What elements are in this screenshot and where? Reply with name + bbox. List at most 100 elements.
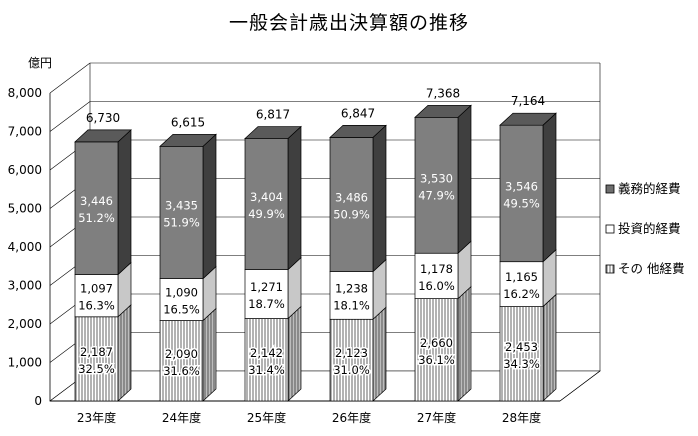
bar-segment	[414, 116, 459, 254]
y-tick-label: 1,000	[8, 356, 42, 370]
gridline-depth	[49, 101, 91, 132]
data-label: 2,142	[250, 346, 283, 360]
y-tick-label: 0	[34, 394, 42, 408]
y-tick-label: 4,000	[8, 240, 42, 254]
y-tick-label: 8,000	[8, 86, 42, 100]
bar-segment	[244, 138, 289, 270]
bar-side	[372, 306, 387, 402]
y-tick-label: 3,000	[8, 279, 42, 293]
data-label: 3,446	[80, 194, 113, 208]
data-label: 2,090	[165, 347, 198, 361]
percent-label: 51.9%	[163, 215, 200, 229]
percent-label: 47.9%	[418, 188, 455, 202]
x-tick-label: 24年度	[162, 410, 201, 425]
bar-side	[117, 129, 132, 276]
total-label: 6,615	[171, 115, 205, 129]
data-label: 2,660	[420, 336, 453, 350]
percent-label: 31.6%	[163, 364, 200, 378]
percent-label: 50.9%	[333, 207, 370, 221]
data-label: 2,187	[80, 345, 113, 359]
bar-segment	[329, 137, 374, 272]
data-label: 1,271	[250, 280, 283, 294]
bar-side	[457, 104, 472, 255]
data-label: 3,435	[165, 198, 198, 212]
percent-label: 49.5%	[503, 196, 540, 210]
total-label: 7,164	[511, 94, 545, 108]
percent-label: 16.0%	[418, 279, 455, 293]
legend-label: その 他経費	[618, 261, 684, 276]
bar-segment	[74, 141, 119, 275]
total-label: 6,817	[256, 108, 290, 122]
bar-side	[287, 305, 302, 402]
bar-segment	[74, 316, 119, 402]
bar-side	[202, 307, 217, 402]
bar-side	[372, 124, 387, 273]
legend-swatch	[605, 184, 615, 194]
percent-label: 32.5%	[78, 362, 115, 376]
bar-segment	[159, 145, 204, 279]
data-label: 3,404	[250, 190, 283, 204]
y-axis-label: 億円	[28, 56, 52, 70]
percent-label: 18.1%	[333, 298, 370, 312]
percent-label: 16.2%	[503, 287, 540, 301]
bar-top	[329, 125, 387, 138]
bar-segment	[159, 320, 204, 402]
x-tick-label: 26年度	[332, 410, 371, 425]
bar-top	[74, 129, 132, 143]
bar-segment	[74, 274, 119, 318]
bar-top	[414, 104, 472, 118]
data-label: 3,546	[505, 179, 538, 193]
legend-swatch	[605, 264, 615, 274]
bar-side	[117, 304, 132, 402]
floor-edge	[559, 370, 601, 402]
x-tick-label: 27年度	[417, 410, 456, 425]
data-label: 1,238	[335, 281, 368, 295]
x-tick-label: 25年度	[247, 410, 286, 425]
x-tick-label: 28年度	[502, 410, 541, 425]
data-label: 1,165	[505, 270, 538, 284]
percent-label: 36.1%	[418, 353, 455, 367]
y-tick-label: 5,000	[8, 202, 42, 216]
bar-segment	[499, 306, 544, 402]
percent-label: 31.4%	[248, 363, 285, 377]
percent-label: 16.3%	[78, 299, 115, 313]
data-label: 3,486	[335, 190, 368, 204]
data-label: 1,097	[80, 282, 113, 296]
bar-segment	[244, 269, 289, 319]
percent-label: 31.0%	[333, 363, 370, 377]
percent-label: 49.9%	[248, 207, 285, 221]
bar-side	[542, 112, 557, 263]
y-tick-label: 2,000	[8, 317, 42, 331]
gridline-depth	[49, 62, 91, 94]
chart-title: 一般会計歳出決算額の推移	[228, 12, 469, 34]
bar-top	[244, 126, 302, 139]
total-label: 6,730	[86, 111, 120, 125]
percent-label: 16.5%	[163, 303, 200, 317]
bar-side	[202, 133, 217, 280]
data-label: 1,178	[420, 262, 453, 276]
percent-label: 18.7%	[248, 297, 285, 311]
bar-segment	[159, 278, 204, 321]
bar-segment	[414, 298, 459, 402]
bar-top	[499, 112, 557, 126]
percent-label: 51.2%	[78, 211, 115, 225]
x-tick-label: 23年度	[77, 410, 116, 425]
bar-side	[457, 285, 472, 402]
bar-segment	[499, 261, 544, 307]
bar-segment	[499, 124, 544, 263]
total-label: 6,847	[341, 106, 375, 120]
percent-label: 34.3%	[503, 357, 540, 371]
legend-swatch	[605, 224, 615, 234]
bar-segment	[329, 271, 374, 320]
y-tick-label: 6,000	[8, 163, 42, 177]
bar-side	[542, 293, 557, 402]
data-label: 2,123	[335, 346, 368, 360]
data-label: 2,453	[505, 340, 538, 354]
bar-side	[287, 125, 302, 271]
bar-segment	[244, 318, 289, 402]
y-tick-label: 7,000	[8, 125, 42, 139]
bar-top	[159, 133, 217, 147]
data-label: 3,530	[420, 171, 453, 185]
